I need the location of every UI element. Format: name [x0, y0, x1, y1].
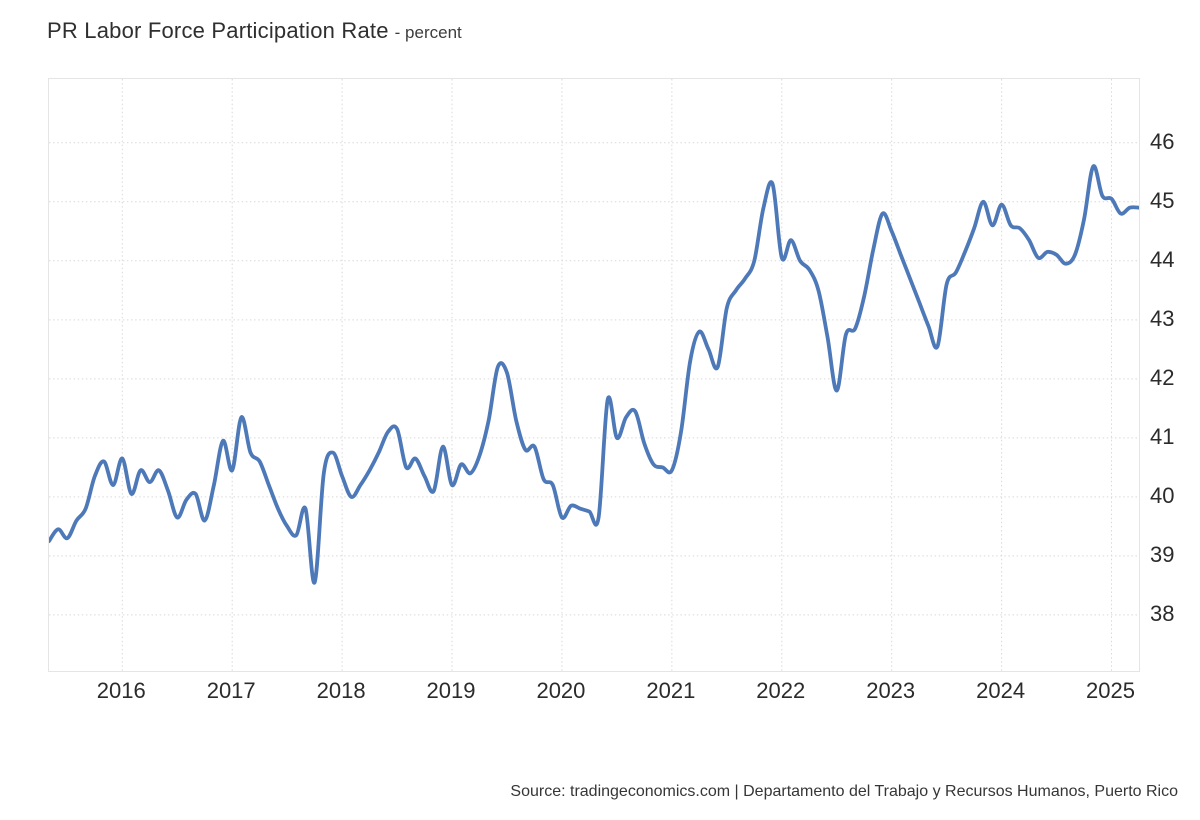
x-axis-label: 2020	[536, 678, 586, 703]
y-axis-label: 39	[1150, 541, 1175, 567]
series-line[interactable]	[49, 164, 1139, 585]
y-axis-label: 43	[1150, 305, 1175, 331]
y-axis-label: 45	[1150, 187, 1175, 213]
x-axis-label: 2021	[646, 678, 696, 703]
chart-header: PR Labor Force Participation Rate - perce…	[47, 18, 462, 44]
y-axis-label: 42	[1150, 364, 1175, 390]
x-axis-label: 2018	[316, 678, 366, 703]
x-axis: 2016 2017 2018 2019 2020 2021 2022 2023 2024 2025	[0, 678, 1200, 706]
chart-title: PR Labor Force Participation Rate	[47, 18, 389, 43]
gridlines	[49, 79, 1139, 671]
x-axis-label: 2016	[96, 678, 146, 703]
x-axis-label: 2019	[426, 678, 476, 703]
x-axis-label: 2017	[206, 678, 256, 703]
x-axis-label: 2024	[976, 678, 1026, 703]
x-axis-label: 2023	[866, 678, 916, 703]
x-axis-label: 2022	[756, 678, 806, 703]
y-axis-label: 41	[1150, 423, 1175, 449]
plot-area[interactable]	[48, 78, 1140, 672]
y-axis-label: 46	[1150, 128, 1175, 154]
plot-svg	[49, 79, 1139, 671]
x-axis-label: 2025	[1086, 678, 1135, 703]
y-axis-label: 40	[1150, 482, 1175, 508]
line-series	[49, 164, 1139, 585]
y-axis-label: 38	[1150, 600, 1175, 626]
chart-subtitle: - percent	[394, 23, 462, 42]
y-axis-label: 44	[1150, 246, 1175, 272]
source-credit: Source: tradingeconomics.com | Departame…	[510, 783, 1178, 800]
